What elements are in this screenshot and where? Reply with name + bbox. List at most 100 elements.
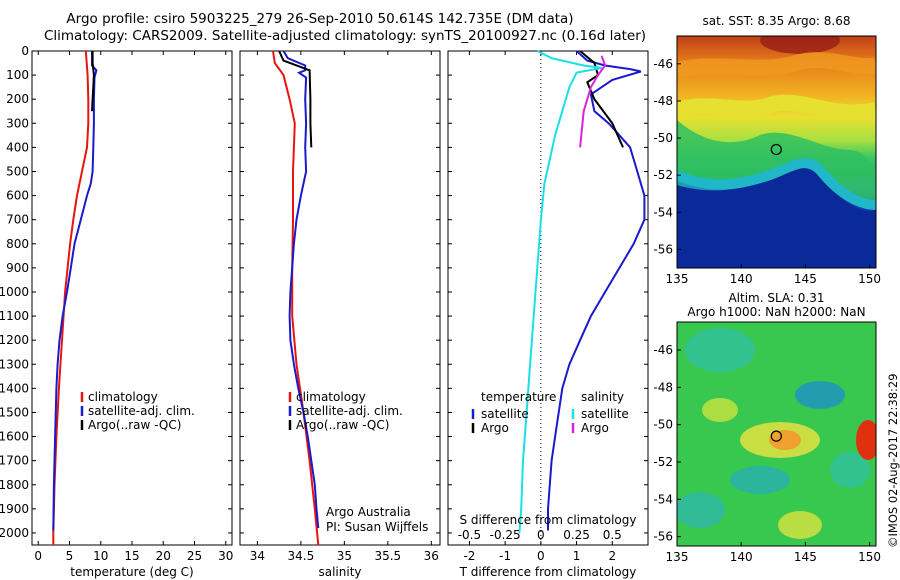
series-line — [91, 51, 95, 112]
x2-tick-label: 0 — [537, 528, 545, 542]
x-tick-label: 150 — [858, 550, 881, 564]
sla-yellow-blob — [702, 398, 738, 422]
series-line — [272, 50, 320, 546]
x-tick-label: 135 — [666, 550, 689, 564]
y-tick-label: -48 — [653, 94, 673, 108]
y-tick-label: -46 — [653, 343, 673, 357]
sst-yellow-band — [677, 94, 876, 121]
map-title: sat. SST: 8.35 Argo: 8.68 — [702, 14, 850, 28]
y-tick-label: 2000 — [0, 526, 29, 540]
x-tick-label: 15 — [124, 549, 139, 563]
x-tick-label: 1 — [573, 549, 581, 563]
salinity-panel: 34 34.5 35 35.5 36 salinity climatologysatelli… — [239, 50, 441, 579]
legend-label: Argo(..raw -QC) — [88, 418, 181, 432]
y-tick-label: 1900 — [0, 502, 29, 516]
y-tick-label: 1400 — [0, 381, 29, 395]
x-tick-label: 0 — [34, 549, 42, 563]
sla-blue-blob — [795, 381, 845, 409]
x-tick-label: 35.5 — [374, 549, 401, 563]
y-tick-label: -56 — [653, 530, 673, 544]
y-tick-label: 0 — [21, 44, 29, 58]
y-tick-label: -54 — [653, 205, 673, 219]
y-tick-label: 600 — [6, 189, 29, 203]
header-line2: Climatology: CARS2009. Satellite-adjuste… — [43, 28, 647, 44]
y-tick-label: 200 — [6, 92, 29, 106]
sst-hot-spot — [760, 36, 840, 54]
legend-label: climatology — [88, 390, 158, 404]
legend-label: Argo — [481, 421, 509, 435]
x-tick-label: 145 — [794, 550, 817, 564]
x-tick-label: 34 — [250, 549, 265, 563]
y-tick-label: 500 — [6, 164, 29, 178]
y-tick-label: -48 — [653, 380, 673, 394]
x-tick-label: 135 — [666, 272, 689, 286]
legend-title: temperature — [481, 390, 556, 404]
plot-frame — [447, 50, 649, 546]
credit-pi: PI: Susan Wijffels — [326, 520, 429, 534]
sla-cyan-blob — [677, 492, 725, 528]
legend-label: satellite-adj. clim. — [88, 404, 195, 418]
x-axis-label: salinity — [318, 565, 361, 579]
x-axis-label: T difference from climatology — [459, 565, 637, 579]
header-line1: Argo profile: csiro 5903225_279 26-Sep-2… — [66, 11, 574, 27]
y-tick-label: -50 — [653, 131, 673, 145]
sst-map-panel: 135 140 145 150 -46 -48 -50 -52 -54 -56 sat. SST: … — [653, 14, 881, 286]
series-line — [278, 50, 313, 148]
legend-title: salinity — [581, 390, 624, 404]
series-line — [547, 50, 646, 531]
y-tick-label: 1500 — [0, 405, 29, 419]
x-tick-label: 30 — [218, 549, 233, 563]
x-axis-label: temperature (deg C) — [70, 565, 193, 579]
y-tick-label: 300 — [6, 116, 29, 130]
legend-label: Argo — [581, 421, 609, 435]
sst-orange-band — [677, 52, 876, 78]
x2-tick-label: -0.5 — [458, 528, 481, 542]
x-tick-label: 36 — [424, 549, 439, 563]
argo-position-marker — [770, 143, 782, 156]
y-tick-label: 1800 — [0, 478, 29, 492]
sla-red-blob — [856, 420, 876, 460]
y-tick-label: 900 — [6, 261, 29, 275]
sla-cyan-blob — [730, 466, 790, 494]
x2-tick-label: -0.25 — [490, 528, 521, 542]
y-tick-label: -52 — [653, 168, 673, 182]
sla-cyan-blob — [830, 452, 870, 488]
series-line — [282, 50, 320, 529]
x2-tick-label: 0.25 — [563, 528, 590, 542]
legend-label: satellite — [481, 407, 529, 421]
sla-orange-blob — [769, 430, 801, 450]
y-tick-label: 100 — [6, 68, 29, 82]
map-frame — [676, 35, 877, 269]
x-tick-label: 10 — [93, 549, 108, 563]
series-line — [518, 50, 602, 534]
x-tick-label: 5 — [66, 549, 74, 563]
x-tick-label: 34.5 — [288, 549, 315, 563]
x2-axis-label: S difference from climatology — [460, 513, 637, 527]
legend-label: Argo(..raw -QC) — [296, 418, 389, 432]
plot-frame — [31, 50, 233, 546]
y-tick-label: -46 — [653, 57, 673, 71]
x-tick-label: 35 — [337, 549, 352, 563]
map-frame — [676, 321, 877, 547]
x-tick-label: 2 — [608, 549, 616, 563]
y-tick-label: -52 — [653, 455, 673, 469]
y-tick-label: 1200 — [0, 333, 29, 347]
plot-frame — [239, 50, 441, 546]
y-tick-label: 1100 — [0, 309, 29, 323]
legend-label: satellite — [581, 407, 629, 421]
sla-yellow-blob — [778, 511, 822, 539]
y-tick-label: -54 — [653, 492, 673, 506]
sst-front-blue — [677, 167, 876, 268]
series-line — [52, 50, 90, 545]
credit-imos: ©IMOS 02-Aug-2017 22:38:29 — [886, 373, 900, 548]
x-tick-label: 140 — [730, 272, 753, 286]
series-line — [579, 50, 624, 148]
difference-panel: -2 -1 0 1 2 T difference from climatology temp… — [447, 50, 649, 579]
legend-label: climatology — [296, 390, 366, 404]
series-line — [579, 55, 607, 148]
credit-org: Argo Australia — [326, 505, 411, 519]
x-tick-label: 25 — [187, 549, 202, 563]
sst-cyan-band — [677, 158, 876, 210]
y-tick-label: 1700 — [0, 454, 29, 468]
